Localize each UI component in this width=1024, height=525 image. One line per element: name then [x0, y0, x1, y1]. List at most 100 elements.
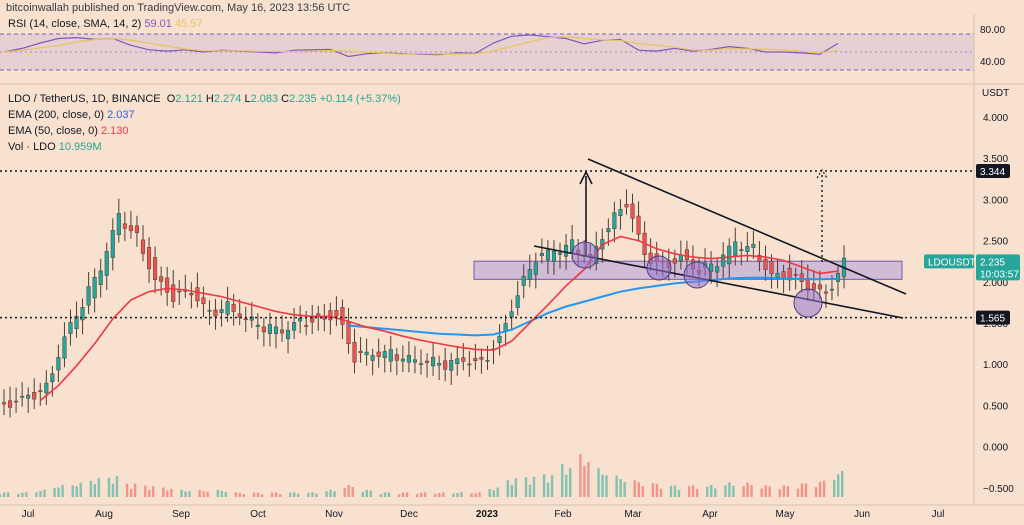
volume-bar [206, 491, 209, 497]
volume-bar [184, 491, 187, 497]
volume-bar [746, 482, 749, 497]
volume-bar [601, 474, 604, 497]
candle-body [709, 263, 714, 272]
volume-bar [170, 488, 173, 497]
x-tick-label: Dec [400, 509, 418, 520]
volume-bar [216, 489, 219, 497]
projection-arrow-head [816, 168, 828, 179]
volume-bar [778, 489, 782, 497]
volume-row[interactable]: Vol · LDO 10.959M [8, 139, 401, 155]
candle-body [455, 358, 460, 364]
rsi-sma-value: 45.57 [174, 18, 203, 30]
volume-bar [242, 494, 246, 497]
volume-bar [333, 491, 336, 497]
volume-bar [619, 479, 622, 497]
volume-bar [220, 490, 223, 497]
last-price-bg [976, 254, 1020, 281]
volume-bar [492, 490, 495, 497]
candle-body [757, 254, 762, 262]
volume-bar [615, 475, 618, 497]
candle-body [787, 267, 792, 281]
symbol-row[interactable]: LDO / TetherUS, 1D, BINANCE O2.121 H2.27… [8, 91, 401, 107]
candle-body [376, 351, 381, 357]
time-axis[interactable]: Jul Aug Sep Oct Nov Dec 2023 Feb Mar Apr May Jun Jul [22, 509, 945, 520]
volume-bar [343, 488, 346, 497]
x-tick-label: Nov [325, 509, 343, 520]
candle-body [733, 241, 738, 256]
candle-body [400, 358, 405, 362]
volume-bar [434, 493, 437, 497]
candle-body [527, 269, 532, 280]
volume-bar [405, 492, 409, 497]
volume-bar [17, 494, 20, 497]
volume-bar [452, 493, 455, 497]
y-tick-label: 0.000 [983, 443, 1008, 454]
volume-bar [524, 477, 528, 497]
candle-body [334, 310, 339, 317]
volume-bar [315, 493, 318, 497]
candle-body [80, 307, 85, 321]
open-label: O [166, 93, 176, 105]
volume-bar [565, 474, 568, 497]
volume-bar [677, 489, 681, 497]
ema50-label: EMA (50, close, 0) [8, 125, 98, 137]
ema50-row[interactable]: EMA (50, close, 0) 2.130 [8, 123, 401, 139]
candle-body [231, 303, 236, 312]
y-tick-label: 2.000 [983, 278, 1008, 289]
volume-bar [768, 486, 771, 497]
rsi-legend[interactable]: RSI (14, close, SMA, 14, 2) 59.01 45.57 [8, 18, 202, 30]
candle-body [624, 203, 629, 208]
candle-body [424, 360, 430, 364]
volume-value: 10.959M [58, 141, 102, 153]
candle-body [310, 317, 315, 323]
volume-bar [75, 486, 78, 497]
volume-bar [188, 491, 191, 497]
volume-bar [148, 489, 151, 497]
candle-body [406, 355, 411, 363]
volume-bar [311, 492, 314, 497]
volume-bar [234, 492, 238, 497]
candlesticks [0, 189, 847, 418]
volume-bar [528, 484, 532, 497]
rsi-sma-line [3, 35, 839, 55]
volume-bar [760, 488, 763, 497]
ema200-row[interactable]: EMA (200, close, 0) 2.037 [8, 107, 401, 123]
support-badge: 1.565 [980, 314, 1005, 325]
volume-bar [270, 492, 274, 497]
x-tick-label: Oct [250, 509, 266, 520]
candle-body [50, 373, 55, 383]
candle-body [92, 276, 97, 299]
volume-bar [387, 492, 391, 497]
candle-body [340, 307, 345, 325]
volume-bar [800, 483, 804, 497]
volume-bar [53, 488, 56, 497]
volume-bar [7, 492, 10, 497]
volume-bar [742, 486, 745, 497]
volume-bar [329, 489, 332, 497]
candle-body [14, 400, 19, 403]
candle-body [328, 310, 333, 321]
candle-body [739, 249, 744, 251]
price-axis[interactable]: USDT 4.0003.5003.0002.5002.0001.5001.000… [982, 88, 1014, 495]
change-value: +0.114 (+5.37%) [319, 93, 401, 105]
candle-body [394, 354, 399, 361]
volume-bar [198, 489, 201, 497]
volume-bar [129, 489, 133, 497]
candle-body [467, 363, 472, 366]
volume-bar [3, 492, 6, 497]
volume-bar [750, 485, 753, 497]
volume-bar [532, 476, 536, 497]
drawing-annotations[interactable] [0, 158, 974, 319]
candle-body [249, 316, 254, 321]
candle-body [817, 284, 822, 290]
candle-body [56, 357, 61, 371]
rsi-axis[interactable]: 80.00 40.00 [980, 25, 1005, 68]
y-tick-label: 3.000 [983, 195, 1008, 206]
volume-bar [659, 488, 663, 497]
candle-body [273, 326, 279, 335]
candle-body [110, 230, 115, 258]
rsi-plot [3, 34, 839, 58]
volume-bar [133, 483, 137, 497]
volume-bar [605, 475, 608, 497]
